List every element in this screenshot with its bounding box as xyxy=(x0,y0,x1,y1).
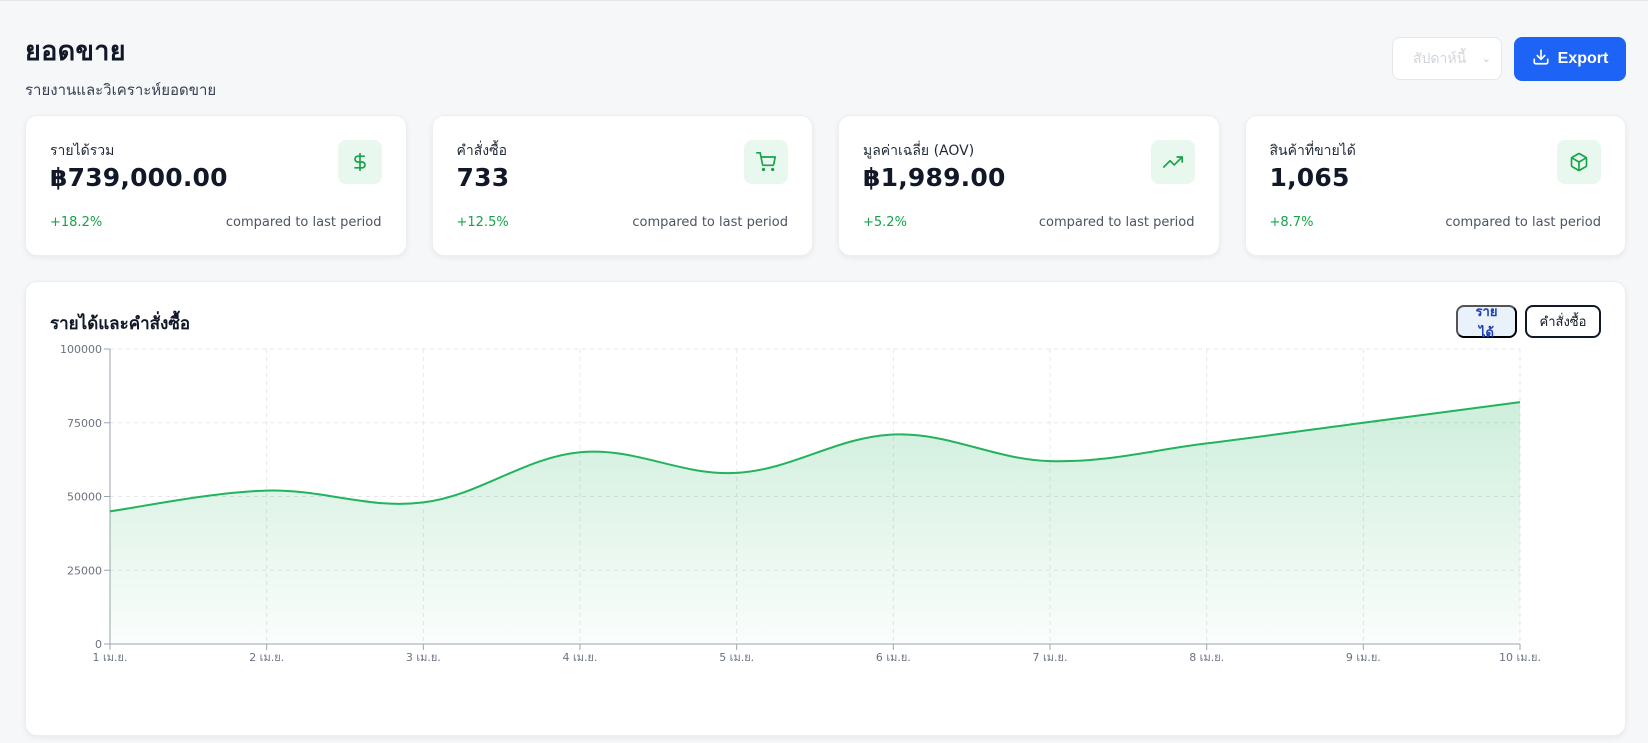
x-tick-label: 5 เม.ย. xyxy=(719,651,754,664)
stat-card-aov: มูลค่าเฉลี่ย (AOV) ฿1,989.00 +5.2% compa… xyxy=(838,115,1220,256)
stat-card-compare: compared to last period xyxy=(1038,215,1195,230)
period-select[interactable]: สัปดาห์นี้ ⌄ xyxy=(1392,37,1502,80)
stat-card-change: +12.5% xyxy=(456,215,509,230)
y-tick-label: 75000 xyxy=(67,417,102,430)
stat-card-compare: compared to last period xyxy=(225,215,382,230)
cart-icon xyxy=(744,140,788,184)
stat-card-label: คำสั่งซื้อ xyxy=(456,143,508,159)
page-header: ยอดขาย รายงานและวิเคราะห์ยอดขาย xyxy=(25,29,216,102)
x-tick-label: 10 เม.ย. xyxy=(1499,651,1541,664)
stat-card-label: มูลค่าเฉลี่ย (AOV) xyxy=(863,143,975,159)
download-icon xyxy=(1532,48,1550,71)
stat-card-products-sold: สินค้าที่ขายได้ 1,065 +8.7% compared to … xyxy=(1244,115,1626,256)
chart-toggle-group: รายได้ คำสั่งซื้อ xyxy=(1456,304,1601,340)
x-tick-label: 2 เม.ย. xyxy=(249,651,284,664)
x-tick-label: 4 เม.ย. xyxy=(563,651,598,664)
dollar-icon xyxy=(337,140,382,184)
x-tick-label: 9 เม.ย. xyxy=(1346,651,1381,664)
export-label: Export xyxy=(1557,50,1609,67)
revenue-orders-chart-panel: รายได้และคำสั่งซื้อ รายได้ คำสั่งซื้อ 0 2… xyxy=(25,281,1626,736)
revenue-area-chart: 0 25000 50000 75000 100000 1 เม.ย. 2 เม.ย. 3 เม… xyxy=(60,343,1541,664)
export-button[interactable]: Export xyxy=(1514,37,1626,81)
y-tick-label: 100000 xyxy=(60,343,102,356)
stat-cards: รายได้รวม ฿739,000.00 +18.2% compared to… xyxy=(25,115,1626,256)
stat-card-value: ฿1,989.00 xyxy=(863,163,1006,192)
revenue-area-fill xyxy=(110,402,1520,644)
page-subtitle: รายงานและวิเคราะห์ยอดขาย xyxy=(25,81,217,99)
x-tick-label: 3 เม.ย. xyxy=(406,651,441,664)
y-tick-label: 0 xyxy=(95,638,102,651)
chevron-down-icon: ⌄ xyxy=(1481,52,1491,65)
page-title: ยอดขาย xyxy=(25,36,126,67)
stat-card-revenue: รายได้รวม ฿739,000.00 +18.2% compared to… xyxy=(25,115,407,256)
y-tick-label: 25000 xyxy=(67,564,102,577)
stat-card-compare: compared to last period xyxy=(1445,215,1601,230)
chart-title: รายได้และคำสั่งซื้อ xyxy=(50,314,191,334)
x-tick-label: 6 เม.ย. xyxy=(876,651,911,664)
stat-card-orders: คำสั่งซื้อ 733 +12.5% compared to last p… xyxy=(431,115,813,256)
stat-card-change: +5.2% xyxy=(863,215,907,230)
header-actions: สัปดาห์นี้ ⌄ Export xyxy=(1392,37,1626,81)
x-tick-label: 1 เม.ย. xyxy=(93,651,128,664)
toggle-orders[interactable]: คำสั่งซื้อ xyxy=(1525,305,1601,338)
period-select-value: สัปดาห์นี้ xyxy=(1413,50,1467,67)
stat-card-compare: compared to last period xyxy=(632,215,788,230)
revenue-series-line xyxy=(109,401,1521,513)
stat-card-value: 733 xyxy=(456,163,510,192)
x-tick-label: 8 เม.ย. xyxy=(1189,651,1224,664)
stat-card-label: รายได้รวม xyxy=(50,143,115,159)
trending-up-icon xyxy=(1150,140,1195,184)
package-icon xyxy=(1557,140,1601,184)
stat-card-value: ฿739,000.00 xyxy=(50,163,228,192)
stat-card-change: +18.2% xyxy=(50,215,103,230)
stat-card-label: สินค้าที่ขายได้ xyxy=(1269,143,1356,159)
stat-card-value: 1,065 xyxy=(1269,163,1350,192)
stat-card-change: +8.7% xyxy=(1269,215,1314,230)
x-tick-label: 7 เม.ย. xyxy=(1033,651,1068,664)
y-tick-label: 50000 xyxy=(67,491,102,504)
toggle-revenue[interactable]: รายได้ xyxy=(1456,304,1517,340)
